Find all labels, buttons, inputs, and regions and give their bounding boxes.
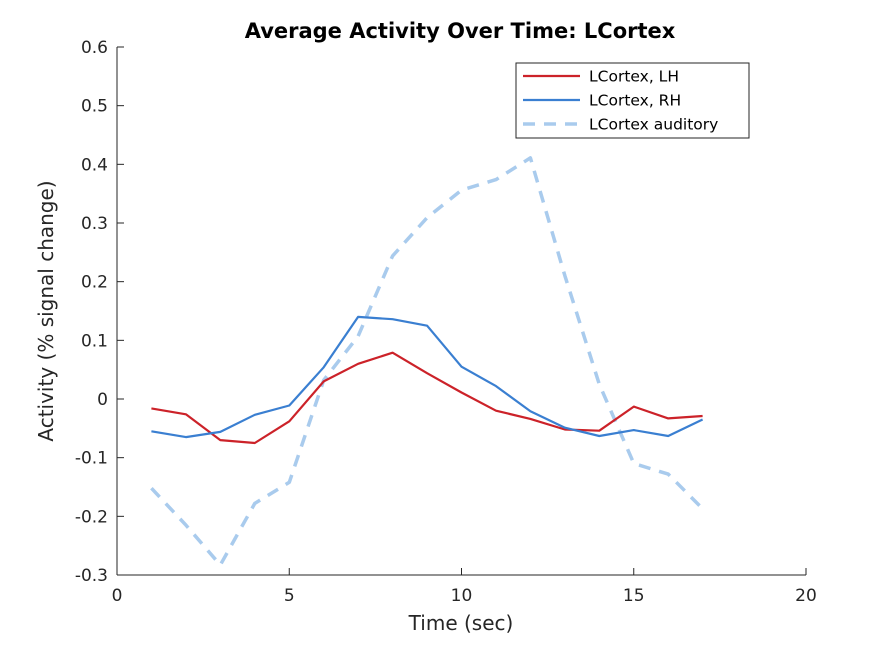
series-lines — [150, 156, 704, 567]
x-tick-label: 10 — [451, 586, 473, 606]
legend-label: LCortex, LH — [589, 68, 679, 86]
y-tick-label: 0.4 — [81, 155, 108, 175]
y-tick-label: -0.2 — [75, 507, 108, 527]
x-tick-label: 5 — [284, 586, 295, 606]
x-axis-label: Time (sec) — [408, 611, 514, 635]
series-line — [151, 351, 703, 445]
x-tick-label: 0 — [112, 586, 123, 606]
y-tick-label: 0 — [97, 390, 108, 410]
y-tick-label: 0.5 — [81, 97, 108, 117]
y-tick-label: -0.1 — [75, 449, 108, 469]
y-tick-label: -0.3 — [75, 566, 108, 586]
series-line — [150, 156, 704, 567]
y-tick-label: 0.1 — [81, 331, 108, 351]
y-tick-label: 0.6 — [81, 38, 108, 58]
series-line — [151, 315, 704, 439]
legend-label: LCortex auditory — [589, 116, 718, 134]
legend: LCortex, LH LCortex, RH LCortex auditory — [515, 62, 750, 139]
chart-title: Average Activity Over Time: LCortex — [245, 19, 676, 43]
y-axis-label: Activity (% signal change) — [34, 180, 58, 441]
y-tick-label: 0.2 — [81, 273, 108, 293]
y-tick-label: 0.3 — [81, 214, 108, 234]
x-tick-label: 15 — [623, 586, 645, 606]
legend-label: LCortex, RH — [589, 92, 681, 110]
axes: 0 5 10 15 20 -0.3 -0.2 -0.1 0 0.1 0.2 0.3 0.4 0.5 0.6 — [75, 38, 817, 606]
x-tick-label: 20 — [795, 586, 817, 606]
